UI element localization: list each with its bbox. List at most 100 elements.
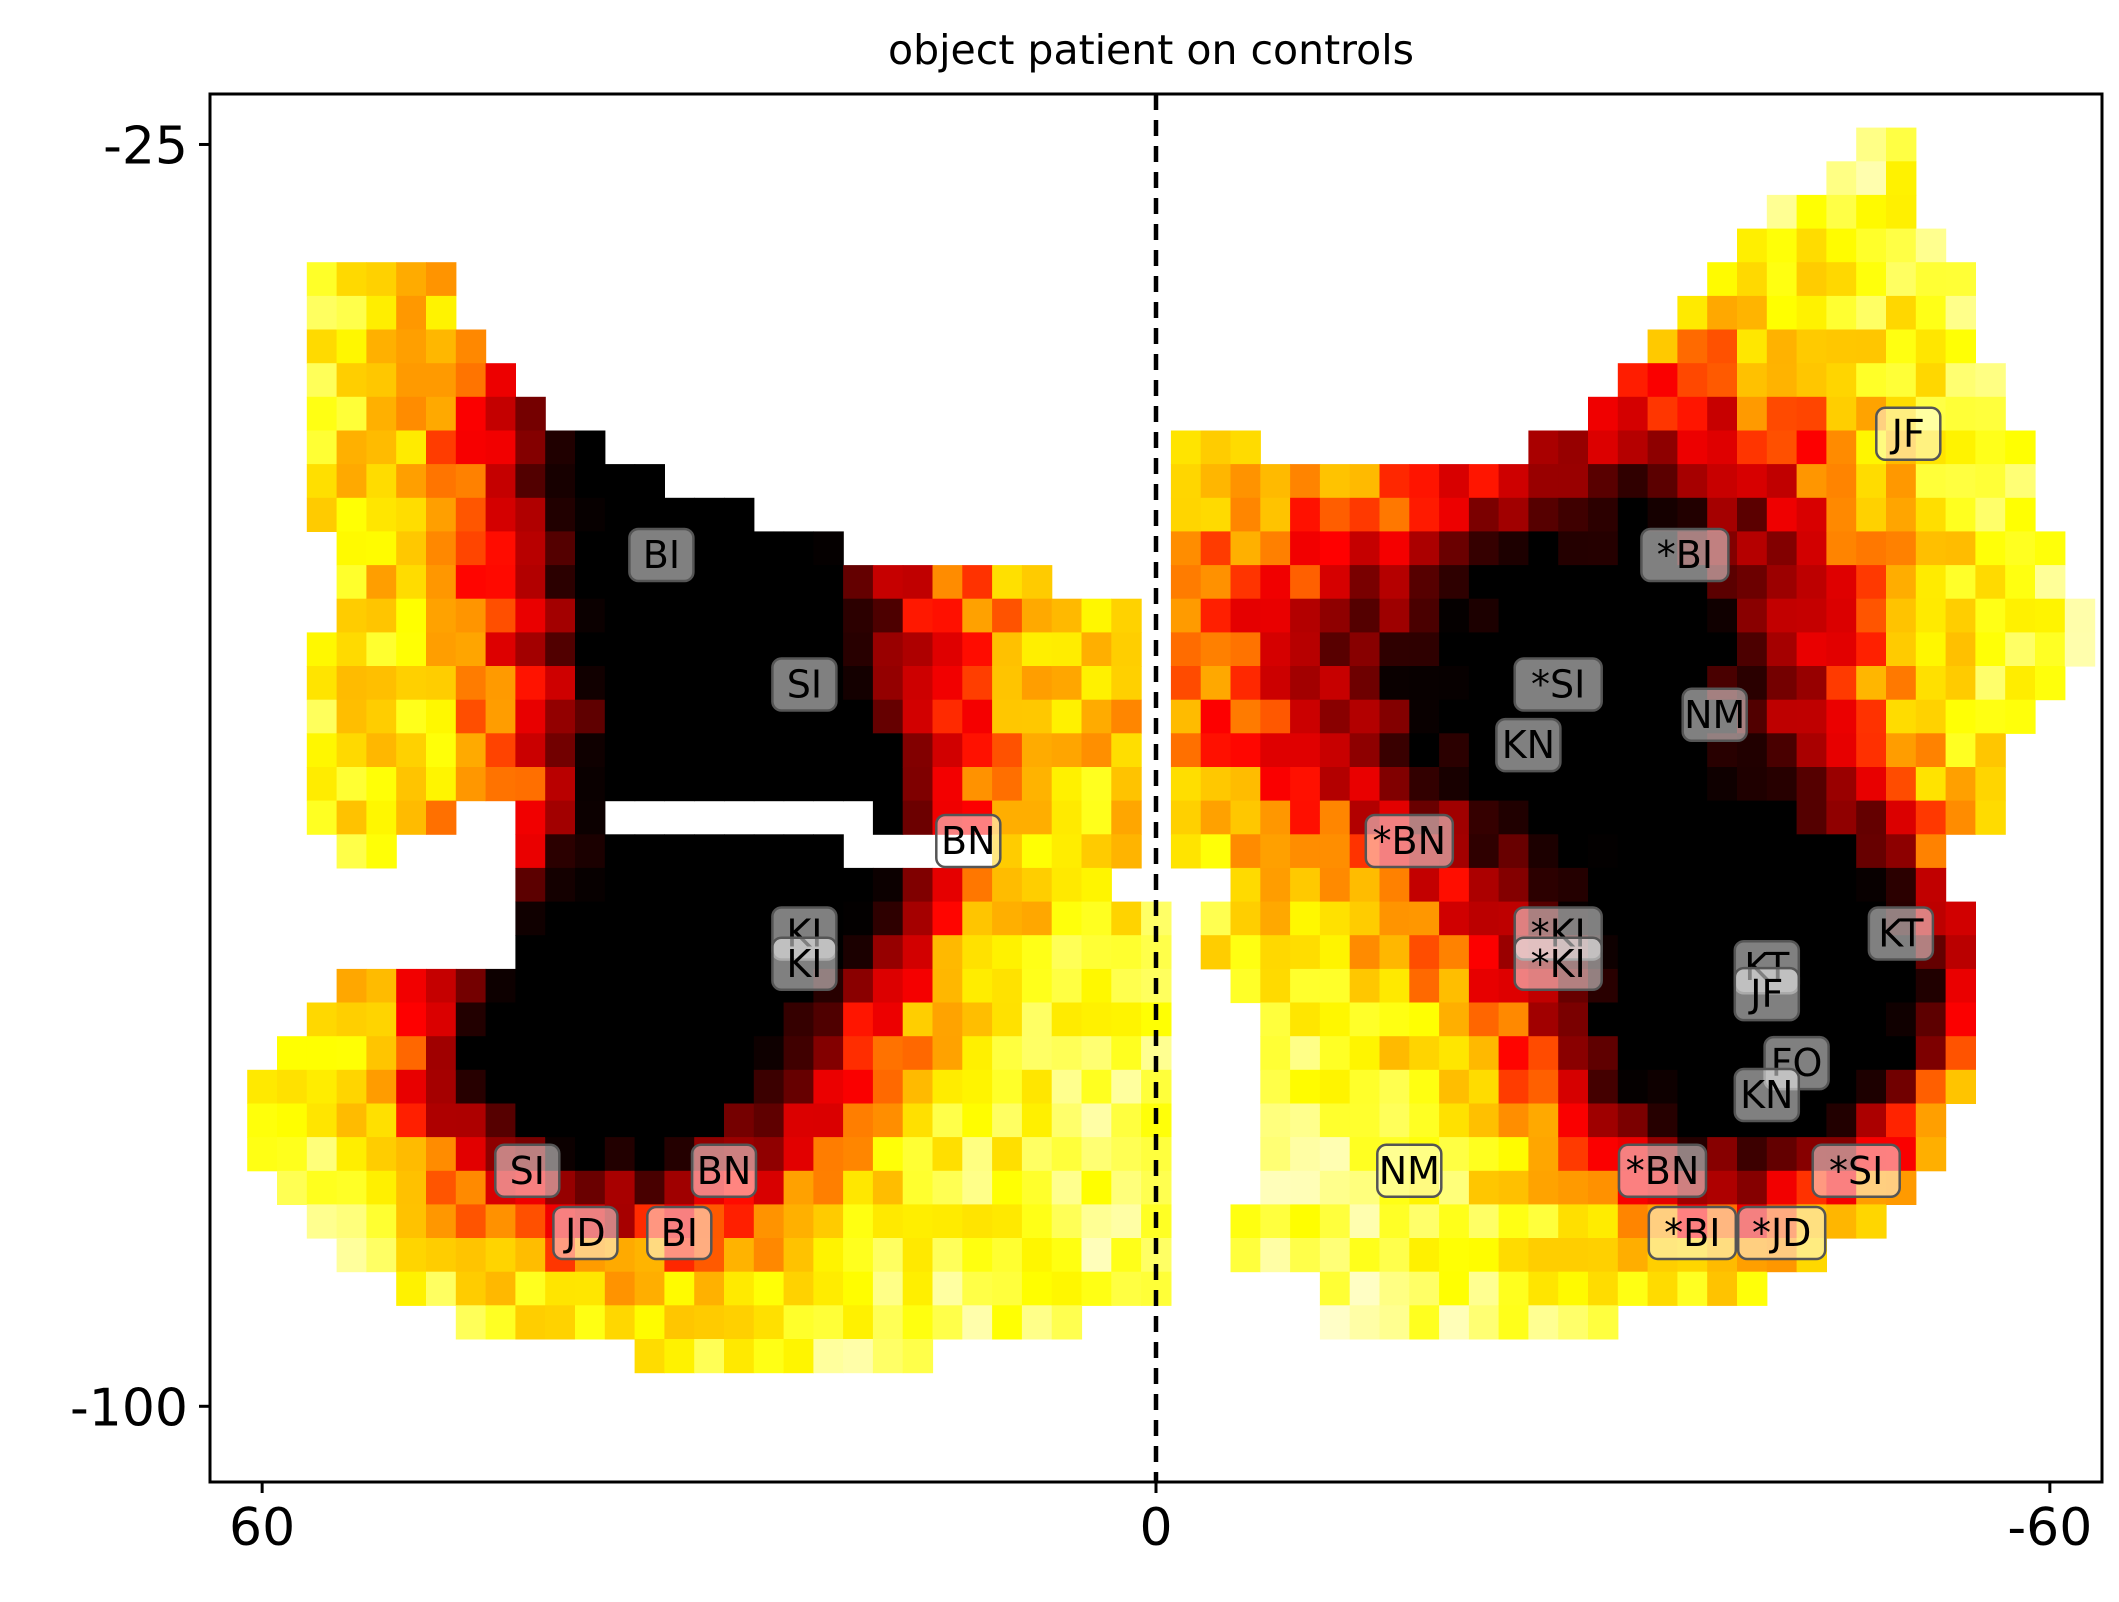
- heatmap-cell: [426, 430, 457, 465]
- heatmap-cell: [336, 767, 367, 802]
- heatmap-cell: [1111, 968, 1142, 1004]
- heatmap-cell: [1796, 497, 1827, 532]
- heatmap-cell: [1081, 632, 1112, 667]
- heatmap-cell: [426, 1170, 457, 1205]
- heatmap-cell: [1528, 1137, 1559, 1172]
- heatmap-cell: [515, 1069, 546, 1104]
- heatmap-cell: [1617, 497, 1649, 532]
- heatmap-cell: [306, 329, 338, 364]
- heatmap-cell: [1409, 968, 1440, 1004]
- heatmap-cell: [1826, 497, 1857, 532]
- annotation-label: *BI: [1647, 1205, 1738, 1261]
- heatmap-cell: [664, 666, 695, 701]
- heatmap-cell: [1349, 1238, 1381, 1273]
- heatmap-cell: [1588, 767, 1619, 802]
- heatmap-cell: [664, 834, 695, 869]
- heatmap-cell: [1409, 1271, 1440, 1306]
- heatmap-cell: [1439, 632, 1470, 667]
- heatmap-cell: [604, 1069, 636, 1104]
- heatmap-cell: [902, 1069, 934, 1104]
- heatmap-cell: [1558, 800, 1589, 835]
- heatmap-cell: [1558, 834, 1589, 869]
- heatmap-cell: [485, 363, 516, 398]
- heatmap-cell: [1766, 497, 1798, 532]
- heatmap-cell: [1319, 1305, 1351, 1340]
- heatmap-cell: [306, 666, 338, 701]
- heatmap-cell: [1379, 1271, 1410, 1306]
- heatmap-cell: [1021, 598, 1053, 633]
- heatmap-cell: [724, 565, 755, 600]
- heatmap-cell: [1766, 901, 1798, 936]
- heatmap-cell: [306, 1036, 338, 1071]
- heatmap-cell: [366, 632, 397, 667]
- heatmap-cell: [1111, 1137, 1142, 1172]
- heatmap-cell: [902, 800, 934, 835]
- heatmap-cell: [1558, 598, 1589, 633]
- heatmap-cell: [1468, 1137, 1500, 1172]
- heatmap-cell: [1588, 800, 1619, 835]
- heatmap-cell: [1856, 295, 1887, 331]
- heatmap-cell: [1766, 834, 1798, 869]
- heatmap-cell: [1886, 194, 1917, 230]
- heatmap-cell: [1945, 531, 1976, 566]
- heatmap-cell: [813, 733, 844, 768]
- heatmap-cell: [1260, 1238, 1291, 1273]
- heatmap-cell: [1111, 1170, 1142, 1205]
- heatmap-cell: [872, 1137, 904, 1172]
- heatmap-cell: [992, 935, 1023, 970]
- heatmap-cell: [932, 733, 963, 768]
- heatmap-cell: [1528, 565, 1559, 600]
- heatmap-cell: [455, 1137, 487, 1172]
- heatmap-cell: [1826, 968, 1857, 1004]
- heatmap-cell: [992, 598, 1023, 633]
- annotation-text: *BI: [1664, 1211, 1720, 1255]
- heatmap-cell: [1796, 1002, 1827, 1037]
- heatmap-cell: [1379, 1036, 1410, 1071]
- heatmap-cell: [843, 1103, 874, 1138]
- heatmap-cell: [1021, 565, 1053, 600]
- heatmap-cell: [634, 834, 665, 869]
- heatmap-cell: [664, 1271, 695, 1306]
- heatmap-cell: [962, 632, 993, 667]
- heatmap-cell: [902, 901, 934, 936]
- heatmap-cell: [1319, 1238, 1351, 1273]
- heatmap-cell: [1737, 867, 1768, 903]
- heatmap-cell: [843, 867, 874, 903]
- heatmap-cell: [515, 464, 546, 499]
- heatmap-cell: [1796, 632, 1827, 667]
- heatmap-cell: [485, 733, 516, 768]
- annotation-text: JF: [1890, 412, 1925, 456]
- heatmap-cell: [1766, 767, 1798, 802]
- heatmap-cell: [753, 1271, 785, 1306]
- heatmap-cell: [843, 1339, 874, 1374]
- heatmap-cell: [1230, 1238, 1261, 1273]
- heatmap-cell: [694, 1103, 725, 1138]
- heatmap-cell: [1945, 363, 1976, 398]
- heatmap-cell: [932, 1238, 963, 1273]
- heatmap-cell: [366, 699, 397, 734]
- heatmap-cell: [1290, 531, 1321, 566]
- heatmap-cell: [1915, 968, 1947, 1004]
- heatmap-cell: [336, 666, 367, 701]
- heatmap-cell: [1081, 834, 1112, 869]
- heatmap-cell: [724, 1271, 755, 1306]
- heatmap-cell: [724, 1002, 755, 1037]
- heatmap-cell: [426, 800, 457, 835]
- heatmap-cell: [1617, 699, 1649, 734]
- heatmap-cell: [1439, 497, 1470, 532]
- annotation-text: *BN: [1626, 1149, 1700, 1193]
- heatmap-cell: [1498, 1204, 1529, 1239]
- heatmap-cell: [962, 699, 993, 734]
- heatmap-cell: [932, 666, 963, 701]
- heatmap-cell: [575, 767, 606, 802]
- heatmap-cell: [783, 1271, 814, 1306]
- heatmap-cell: [1021, 632, 1053, 667]
- heatmap-cell: [1439, 598, 1470, 633]
- heatmap-cell: [1051, 1036, 1083, 1071]
- heatmap-cell: [1886, 228, 1917, 263]
- heatmap-cell: [1915, 1036, 1947, 1071]
- heatmap-cell: [1021, 1271, 1053, 1306]
- heatmap-cell: [426, 733, 457, 768]
- heatmap-cell: [1588, 464, 1619, 499]
- heatmap-cell: [2064, 598, 2096, 633]
